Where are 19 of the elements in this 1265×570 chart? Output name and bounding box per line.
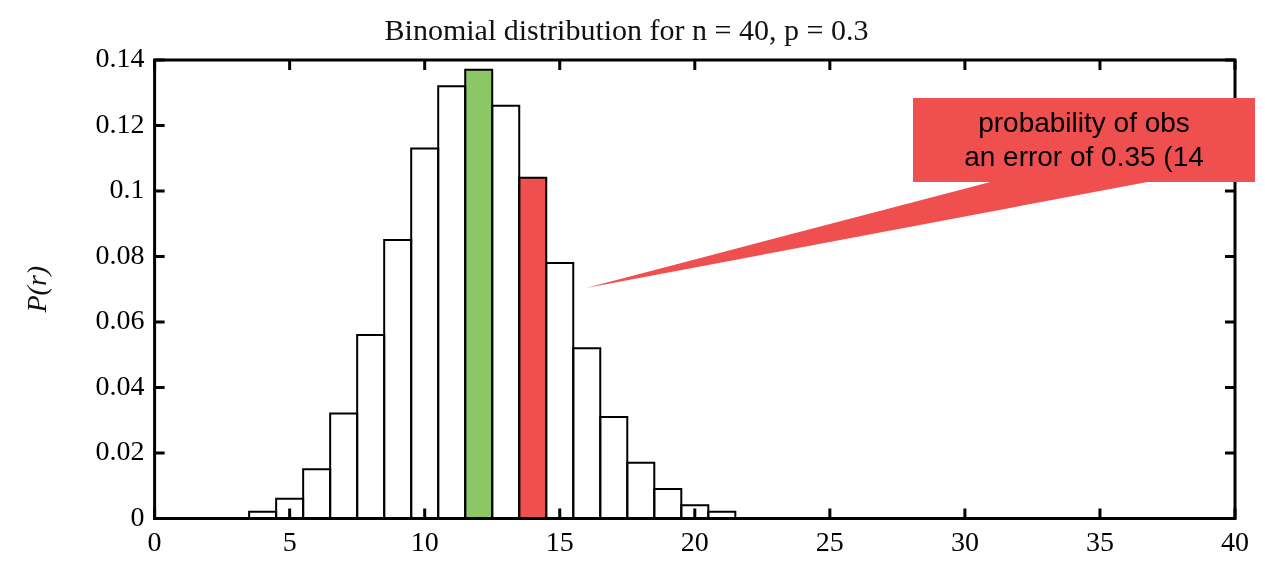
y-tick-label: 0.08 — [95, 238, 145, 270]
y-tick-label: 0.06 — [95, 304, 145, 336]
y-tick-label: 0 — [130, 500, 145, 532]
x-tick-label: 35 — [1085, 525, 1114, 557]
y-tick-label: 0.12 — [95, 107, 145, 139]
y-tick-label: 0.02 — [95, 435, 145, 467]
y-tick-label: 0.14 — [95, 42, 145, 74]
y-tick-label: 0.04 — [95, 369, 145, 401]
y-axis-title: P(r) — [21, 265, 53, 314]
x-tick-label: 25 — [815, 525, 844, 557]
x-tick-label: 5 — [282, 525, 297, 557]
x-tick-label: 30 — [950, 525, 979, 557]
x-tick-label: 20 — [680, 525, 709, 557]
chart-title: Binomial distribution for n = 40, p = 0.3 — [384, 12, 869, 46]
y-tick-label: 0.1 — [109, 173, 145, 205]
x-tick-label: 10 — [410, 525, 439, 557]
x-tick-label: 15 — [545, 525, 574, 557]
x-tick-label: 40 — [1221, 525, 1249, 557]
annotation: probability of obs an error of 0.35 (14 — [963, 106, 1205, 174]
